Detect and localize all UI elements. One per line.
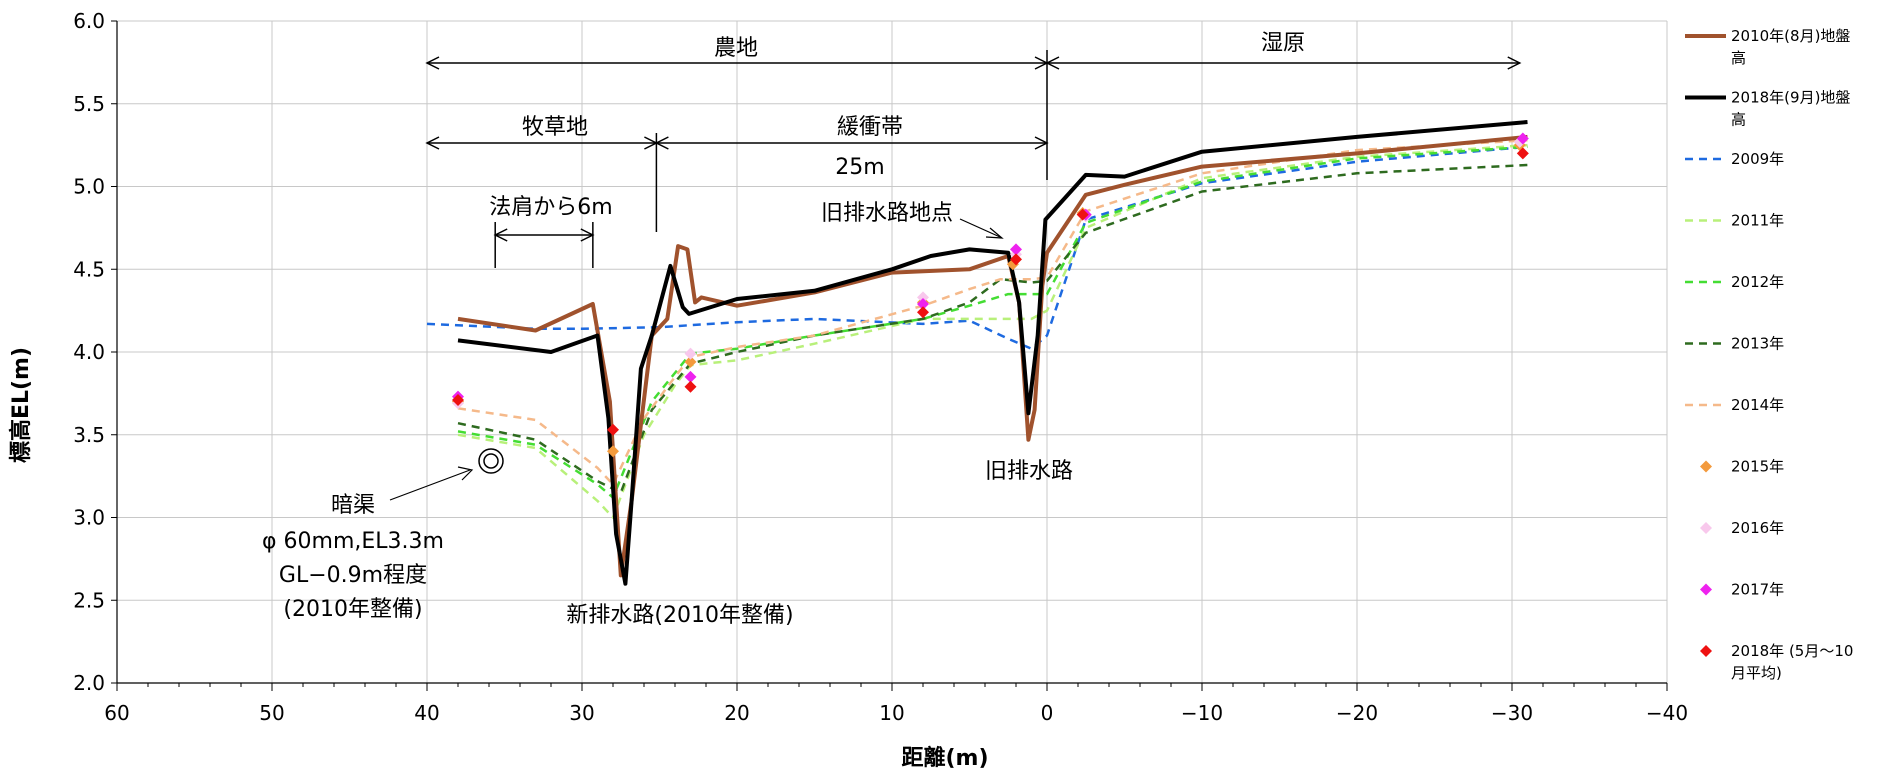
data-point-10	[1076, 208, 1089, 221]
data-point-10	[917, 306, 929, 319]
y-tick-label: 5.5	[73, 92, 105, 116]
axes: 2.0 2.5 3.0 3.5 4.0 4.5 5.0 5.5 6.0 60 50 40 30 20 10 0…	[73, 9, 1688, 725]
x-tick-label: 10	[879, 701, 904, 725]
y-tick-label: 2.5	[73, 588, 105, 612]
legend-entry-10: 2018年 (5月～10	[1731, 642, 1853, 660]
legend-entry-5: 2013年	[1731, 335, 1784, 353]
series-line-0	[457, 134, 1528, 578]
y-tick-label: 5.0	[73, 175, 105, 199]
bokusouchi-arrow-head-left	[425, 136, 440, 150]
legend-entry-2: 2009年	[1731, 150, 1784, 168]
series-line-3	[457, 143, 1528, 519]
label-new-drain: 新排水路(2010年整備)	[566, 603, 793, 628]
label-ankyo-line: 暗渠	[331, 493, 375, 518]
x-tick-label: −30	[1491, 701, 1533, 725]
legend-swatch-10	[1700, 645, 1712, 657]
legend-entry-1: 高	[1731, 111, 1746, 129]
legend-swatch-7	[1700, 460, 1712, 473]
x-tick-label: 60	[104, 701, 129, 725]
label-norikata: 法肩から6m	[489, 195, 612, 220]
data-point-9	[1516, 132, 1529, 145]
data-point-8	[684, 347, 697, 360]
legend-entry-0: 高	[1731, 49, 1746, 67]
x-tick-label: 40	[414, 701, 439, 725]
label-shitsugen: 湿原	[1261, 31, 1305, 56]
series-line-6	[457, 138, 1528, 486]
legend: 2010年(8月)地盤高 2018年(9月)地盤高 2009年 2011年 2012年 2…	[1685, 27, 1853, 682]
label-ankyo-line: (2010年整備)	[283, 597, 422, 622]
data-point-10	[684, 380, 697, 393]
legend-swatch-9	[1700, 583, 1712, 596]
y-tick-label: 3.0	[73, 506, 105, 530]
legend-entry-4: 2012年	[1731, 273, 1784, 291]
label-ankyo-line: GL−0.9m程度	[279, 563, 427, 588]
ankyo-pointer-head	[457, 466, 474, 481]
x-tick-label: −20	[1336, 701, 1378, 725]
y-tick-label: 4.5	[73, 257, 105, 281]
old-drain-point-pointer-head	[985, 227, 1004, 239]
x-tick-label: −10	[1181, 701, 1223, 725]
legend-entry-6: 2014年	[1731, 396, 1784, 414]
old-drain-point-pointer	[959, 218, 1001, 238]
legend-swatch-8	[1700, 522, 1712, 534]
legend-entry-8: 2016年	[1731, 519, 1784, 537]
shitsugen-arrow-head-right	[1507, 56, 1522, 70]
label-buffer-width: 25m	[835, 155, 884, 180]
series-line-1	[457, 120, 1528, 586]
x-tick-label: 0	[1041, 701, 1054, 725]
data-point-9	[684, 370, 697, 383]
x-tick-label: −40	[1646, 701, 1688, 725]
y-tick-label: 2.0	[73, 671, 105, 695]
series-line-4	[457, 145, 1528, 499]
legend-entry-0: 2010年(8月)地盤	[1731, 27, 1850, 45]
label-nouchi: 農地	[714, 36, 758, 61]
ankyo-pipe-inner	[483, 453, 499, 469]
y-tick-label: 3.5	[73, 423, 105, 447]
label-ankyo-line: φ 60mm,EL3.3m	[262, 529, 444, 554]
legend-entry-7: 2015年	[1731, 458, 1784, 476]
label-bokusouchi: 牧草地	[522, 115, 588, 140]
data-point-7	[684, 355, 697, 368]
series-line-5	[457, 163, 1528, 494]
x-axis-title: 距離(m)	[901, 745, 988, 771]
data-point-8	[917, 291, 929, 304]
x-tick-label: 50	[259, 701, 284, 725]
legend-entry-9: 2017年	[1731, 581, 1784, 599]
data-point-9	[917, 298, 929, 311]
ankyo-pipe-outer	[478, 448, 504, 474]
data-point-7	[607, 445, 619, 458]
y-tick-label: 6.0	[73, 9, 105, 33]
label-old-drain-point: 旧排水路地点	[821, 201, 953, 226]
y-tick-label: 4.0	[73, 340, 105, 364]
data-point-9	[1010, 243, 1022, 256]
legend-entry-3: 2011年	[1731, 212, 1784, 230]
data-point-10	[1010, 253, 1022, 266]
data-point-10	[1516, 147, 1529, 160]
nouchi-arrow-head-left	[425, 56, 440, 70]
x-tick-label: 30	[569, 701, 594, 725]
ankyo-pointer	[389, 469, 471, 501]
label-old-drain: 旧排水路	[985, 459, 1073, 484]
x-tick-label: 20	[724, 701, 749, 725]
series-layer	[426, 120, 1529, 586]
data-point-10	[452, 393, 464, 406]
label-kanshoutai: 緩衝帯	[837, 115, 903, 140]
y-axis-title: 標高EL(m)	[8, 347, 34, 463]
legend-entry-1: 2018年(9月)地盤	[1731, 89, 1850, 107]
data-point-10	[607, 423, 619, 436]
legend-entry-10: 月平均)	[1731, 664, 1782, 682]
